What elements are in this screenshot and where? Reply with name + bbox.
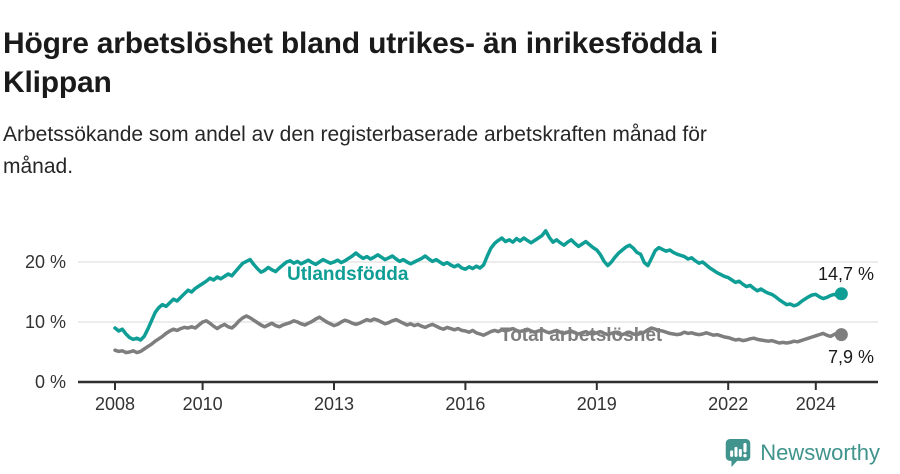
page-title-line-1: Högre arbetslöshet bland utrikes- än inr… (3, 27, 718, 61)
x-axis-label-2016: 2016 (445, 394, 485, 414)
series-line-0 (113, 229, 844, 342)
chart-subtitle-line-2: månad. (3, 155, 74, 178)
x-axis-label-2013: 2013 (314, 394, 354, 414)
brand-name: Newsworthy (760, 439, 880, 465)
newsworthy-logo-icon (725, 438, 751, 467)
x-axis-label-2022: 2022 (708, 394, 748, 414)
x-axis-label-2010: 2010 (183, 394, 223, 414)
x-axis-label-2024: 2024 (796, 394, 836, 414)
x-axis-label-2008: 2008 (95, 394, 135, 414)
chart-subtitle: Arbetssökande som andel av den registerb… (3, 119, 889, 183)
x-axis-label-2019: 2019 (577, 394, 617, 414)
series-label-1: Total arbetslöshet (500, 325, 663, 346)
page-title-line-2: Klippan (3, 66, 112, 100)
y-axis-label-20: 20 % (25, 252, 66, 272)
chart-subtitle-line-1: Arbetssökande som andel av den registerb… (3, 123, 707, 146)
page-title: Högre arbetslöshet bland utrikes- än inr… (3, 24, 889, 102)
y-axis-label-0: 0 % (35, 372, 66, 392)
brand-footer: Newsworthy (724, 437, 880, 468)
series-end-dot-0 (834, 287, 848, 301)
series-end-dot-1 (834, 328, 848, 342)
series-label-0: Utlandsfödda (287, 264, 409, 285)
series-line-1 (113, 314, 844, 355)
end-value-label-0: 14,7 % (818, 264, 874, 284)
end-value-label-1: 7,9 % (828, 347, 874, 367)
y-axis-label-10: 10 % (25, 312, 66, 332)
